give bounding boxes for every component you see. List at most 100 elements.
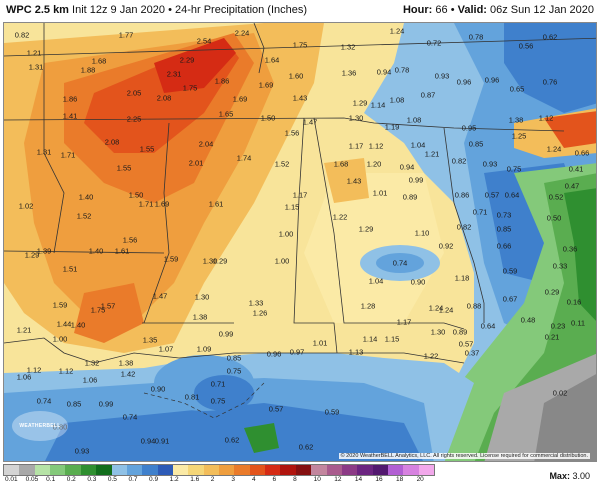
precip-value-label: 0.71 [210,379,226,389]
legend-tick-label: 0.01 [5,476,18,483]
precip-value-label: 1.28 [360,301,376,311]
legend-tick-label: 0.3 [87,476,97,483]
precip-value-label: 1.77 [118,30,134,40]
precip-value-label: 1.44 [56,319,72,329]
precip-value-label: 2.05 [126,88,142,98]
valid-time: 06z Sun 12 Jan 2020 [490,4,594,16]
precip-value-label: 2.54 [196,36,212,46]
precip-value-label: 1.55 [139,144,155,154]
precip-value-label: 1.00 [274,256,290,266]
precip-value-label: 0.59 [502,266,518,276]
precip-value-label: 1.01 [312,338,328,348]
product-name: 24-hr Precipitation (Inches) [174,4,308,16]
precip-value-label: 0.95 [461,123,477,133]
legend-color-bar [3,464,435,476]
legend-swatch [65,465,81,475]
precip-value-label: 0.57 [268,404,284,414]
precip-value-label: 1.18 [454,273,470,283]
precip-value-label: 1.15 [384,334,400,344]
precip-value-label: 1.32 [84,358,100,368]
legend-swatch [19,465,35,475]
precip-value-label: 1.52 [76,211,92,221]
precip-value-label: 0.47 [564,181,580,191]
border-al-ga [313,117,465,330]
valid-label: Valid: [457,4,487,16]
precip-value-label: 0.65 [509,84,525,94]
border-tx-ok [43,23,65,254]
precip-value-label: 1.30 [348,113,364,123]
legend-swatch [341,465,358,475]
hour-label: Hour: [402,4,433,16]
precip-value-label: 1.10 [414,228,430,238]
precip-value-label: 1.41 [62,111,78,121]
precip-value-label: 1.69 [154,199,170,209]
precip-value-label: 0.48 [520,315,536,325]
legend-tick-label: 1.6 [190,476,200,483]
precip-value-label: 0.96 [266,349,282,359]
precip-value-label: 0.73 [496,210,512,220]
precip-value-label: 0.78 [394,65,410,75]
precip-value-label: 1.47 [152,291,168,301]
precip-value-label: 1.71 [138,199,154,209]
precip-value-label: 1.29 [24,250,40,260]
precip-field [4,23,596,461]
precip-value-label: 1.52 [274,159,290,169]
precip-value-label: 0.74 [122,412,138,422]
precip-value-label: 0.64 [504,190,520,200]
gulf-deep-blue [45,403,423,461]
legend-tick-label: 0.2 [66,476,76,483]
precip-value-label: 0.86 [454,190,470,200]
precip-value-label: 1.25 [511,131,527,141]
precip-value-label: 1.30 [430,327,446,337]
precip-value-label: 1.21 [424,149,440,159]
legend-swatch [80,465,97,475]
precip-map: 0.82 1.77 2.54 2.24 1.75 1.32 1.24 0.72 0.78 0.62… [3,22,597,462]
precip-value-label: 1.31 [28,62,44,72]
precip-value-label: 1.02 [18,201,34,211]
precip-value-label: 0.91 [154,436,170,446]
legend-swatch [111,465,127,475]
precip-value-label: 2.24 [234,28,250,38]
valid-sep: • [450,4,455,16]
legend-tick-label: 0.9 [149,476,159,483]
precip-value-label: 1.68 [91,56,107,66]
border-tx-north [4,250,165,254]
precip-value-label: 1.21 [26,48,42,58]
precip-legend: 0.01 0.05 0.1 0.2 0.3 0.5 0.7 0.9 1.2 1.6 2 3 4 6 8 10 1… [3,464,435,490]
precip-value-label: 0.41 [568,164,584,174]
precip-value-label: 1.22 [423,351,439,361]
precip-value-label: 1.65 [218,109,234,119]
legend-tick-label: 12 [334,476,342,483]
precip-value-label: 0.75 [506,164,522,174]
legend-swatch [172,465,189,475]
precip-value-label: 1.38 [192,312,208,322]
precip-value-label: 0.85 [66,399,82,409]
precip-value-label: 0.74 [392,258,408,268]
precip-value-label: 1.08 [389,95,405,105]
precip-value-label: 1.75 [292,40,308,50]
precip-value-label: 2.04 [198,139,214,149]
precip-value-label: 0.94 [399,162,415,172]
legend-tick-label: 3 [231,476,235,483]
precip-value-label: 0.02 [552,388,568,398]
precip-value-label: 1.74 [236,153,252,163]
precip-value-label: 1.08 [406,115,422,125]
precip-value-label: 1.21 [16,325,32,335]
precip-value-label: 1.31 [36,147,52,157]
precip-value-label: 0.81 [184,392,200,402]
precip-value-label: 1.13 [348,347,364,357]
precip-value-label: 0.99 [218,329,234,339]
precip-value-label: 0.36 [562,244,578,254]
precip-value-label: 0.85 [226,353,242,363]
precip-value-label: 1.06 [82,375,98,385]
precip-value-label: 1.29 [352,98,368,108]
init-time: Init 12z 9 Jan 2020 [72,4,165,16]
precip-value-label: 1.33 [248,298,264,308]
precip-value-label: 0.87 [420,90,436,100]
precip-value-label: 0.82 [456,222,472,232]
legend-tick-label: 0.5 [107,476,117,483]
precip-value-label: 1.26 [252,308,268,318]
precip-value-label: 0.80 [52,422,68,432]
legend-tick-label: 18 [395,476,404,483]
precip-value-label: 1.04 [410,140,426,150]
